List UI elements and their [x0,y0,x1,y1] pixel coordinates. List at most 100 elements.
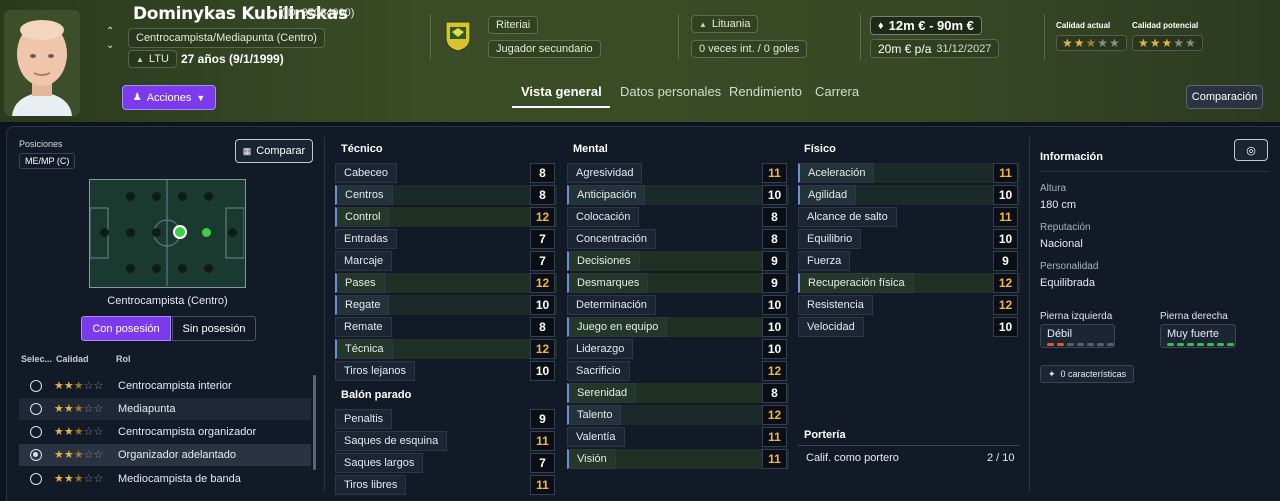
divider [1044,14,1045,60]
attr-value: 12 [993,273,1018,293]
attr-name: Visión [567,449,616,469]
attr-row: Técnica 12 [335,339,557,359]
role-radio[interactable] [30,426,42,438]
pitch-dot [228,228,237,237]
attr-name: Aceleración [798,163,875,183]
attr-name: Determinación [567,295,656,315]
reputation-label: Reputación [1040,222,1091,233]
attr-value: 8 [762,383,787,403]
active-tab-indicator [512,106,610,108]
tab-carrera[interactable]: Carrera [815,84,860,99]
attr-name: Penaltis [335,409,393,429]
chevron-down-icon[interactable]: ⌄ [106,40,115,51]
attr-row: Desmarques 9 [567,273,789,293]
attr-name: Tiros libres [335,475,407,495]
player-header: Dominykas Kubilinskas (ID: 37064900) ⌃ ⌄… [0,0,1280,122]
comparison-button[interactable]: Comparación [1186,85,1263,109]
right-foot-box: Muy fuerte [1160,324,1236,348]
mental-title: Mental [573,143,608,155]
chevron-up-icon[interactable]: ⌃ [106,26,115,37]
tab-datos-personales[interactable]: Datos personales [620,84,722,99]
country-name: Lituania [711,18,751,30]
pitch-caption: Centrocampista (Centro) [107,295,228,307]
role-radio[interactable] [30,473,42,485]
attr-value: 10 [993,317,1018,337]
attr-value: 11 [530,475,555,495]
left-foot-value: Débil [1047,328,1073,340]
role-radio-selected[interactable] [30,449,42,461]
value-badge: ♦ 12m € - 90m € [870,16,982,35]
pitch-dot [204,192,213,201]
role-row[interactable]: ★★★☆☆ Centrocampista organizador [19,421,311,443]
pitch-dot [126,192,135,201]
flag-icon: ▲ [136,54,144,64]
attr-value: 10 [762,295,787,315]
col-quality: Calidad [56,354,89,364]
tab-rendimiento[interactable]: Rendimiento [729,84,802,99]
role-radio[interactable] [30,380,42,392]
attr-name: Equilibrio [798,229,862,249]
compare-label: Comparar [256,145,306,157]
attr-row: Serenidad 8 [567,383,789,403]
attr-name: Pases [335,273,385,293]
left-foot-label: Pierna izquierda [1040,311,1113,322]
divider [1029,137,1030,492]
role-name: Organizador adelantado [118,449,237,461]
attr-row: Concentración 8 [567,229,789,249]
tag-icon: ♦ [878,19,884,32]
attr-value: 8 [762,207,787,227]
attr-row: Remate 8 [335,317,557,337]
attr-value: 8 [530,185,555,205]
pitch-dot [126,264,135,273]
role-name: Centrocampista organizador [118,426,257,438]
attr-name: Técnica [335,339,393,359]
attr-value: 10 [530,361,555,381]
personality-value: Equilibrada [1040,277,1096,289]
actions-button[interactable]: ♟ Acciones ▼ [122,85,216,110]
with-possession-toggle[interactable]: Con posesión [81,316,171,341]
pitch-lines [90,180,244,286]
attr-name: Colocación [567,207,640,227]
attr-value: 7 [530,229,555,249]
height-label: Altura [1040,183,1067,194]
attr-value: 11 [993,163,1018,183]
role-row[interactable]: ★★★☆☆ Mediapunta [19,398,311,420]
role-row[interactable]: ★★★☆☆ Centrocampista interior [19,375,311,397]
club-name[interactable]: Riteriai [488,16,539,34]
actions-label: Acciones [146,91,192,104]
compare-button[interactable]: ▦ Comparar [235,139,313,163]
role-radio[interactable] [30,403,42,415]
attr-value: 12 [530,207,555,227]
tab-vista-general[interactable]: Vista general [521,84,602,99]
left-foot-bars [1047,343,1114,346]
attr-name: Fuerza [798,251,851,271]
attr-row: Sacrificio 12 [567,361,789,381]
attr-name: Entradas [335,229,398,249]
overview-panel: Posiciones ME/MP (C) ▦ Comparar [6,126,1280,501]
user-icon: ♟ [132,92,142,103]
without-possession-toggle[interactable]: Sin posesión [172,316,256,341]
attr-value: 11 [762,449,787,469]
potential-quality-label: Calidad potencial [1132,21,1199,30]
roles-scrollbar[interactable] [313,375,316,470]
attr-value: 8 [762,229,787,249]
attr-row: Juego en equipo 10 [567,317,789,337]
traits-label: 0 características [1060,369,1127,379]
attr-value: 9 [762,273,787,293]
attr-name: Tiros lejanos [335,361,415,381]
attr-value: 11 [530,431,555,451]
chevron-down-icon: ▼ [196,92,206,103]
attr-row: Penaltis 9 [335,409,557,429]
attr-name: Alcance de salto [798,207,897,227]
attr-row: Visión 11 [567,449,789,469]
attr-row: Alcance de salto 11 [798,207,1020,227]
country-pill[interactable]: ▲ Lituania [691,15,759,33]
player-card-icon[interactable]: ◎ [1234,139,1268,161]
attr-row: Liderazgo 10 [567,339,789,359]
attr-row: Velocidad 10 [798,317,1020,337]
traits-button[interactable]: ✦ 0 características [1040,365,1135,383]
attr-row: Equilibrio 10 [798,229,1020,249]
attr-name: Sacrificio [567,361,630,381]
role-row[interactable]: ★★★☆☆ Mediocampista de banda [19,468,311,490]
role-row-selected[interactable]: ★★★☆☆ Organizador adelantado [19,444,311,466]
